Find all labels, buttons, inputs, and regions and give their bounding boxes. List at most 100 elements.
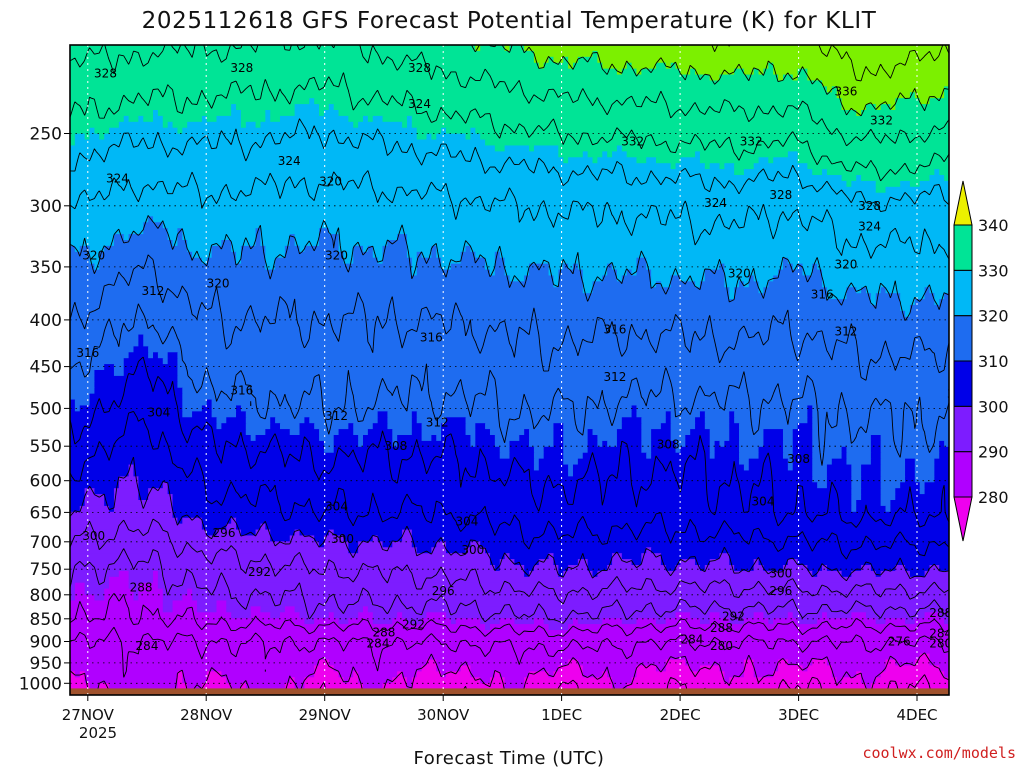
theta-band-cell (353, 671, 359, 678)
theta-band-cell (133, 464, 535, 472)
theta-band-cell (914, 470, 935, 477)
theta-band-cell (431, 245, 437, 253)
theta-band-cell (900, 299, 916, 306)
theta-band-cell (113, 500, 174, 507)
theta-band-cell (504, 263, 530, 271)
theta-band-cell (402, 612, 428, 619)
theta-band-cell (489, 677, 506, 684)
theta-band-cell (924, 612, 940, 619)
theta-band-cell (211, 411, 237, 418)
theta-band-cell (411, 423, 423, 430)
theta-band-cell (533, 464, 540, 472)
theta-band-cell (348, 423, 354, 430)
theta-band-cell (79, 245, 91, 253)
theta-band-cell (812, 570, 818, 578)
theta-band-cell (182, 234, 257, 241)
theta-band-cell (128, 470, 135, 477)
theta-band-cell (177, 364, 949, 371)
theta-band-cell (792, 464, 813, 472)
theta-band-cell (616, 440, 642, 448)
theta-band-cell (70, 559, 491, 566)
theta-band-cell (763, 435, 784, 442)
theta-band-cell (240, 245, 266, 253)
colorbar-segment (953, 224, 973, 271)
theta-band-cell (729, 293, 735, 300)
theta-band-cell (240, 405, 633, 412)
theta-band-cell (84, 677, 179, 684)
theta-band-cell (177, 358, 949, 365)
theta-band-cell (358, 440, 364, 448)
contour-label: 300 (461, 543, 484, 557)
theta-band-cell (255, 121, 262, 129)
theta-band-cell (70, 281, 555, 288)
theta-band-cell (70, 234, 115, 241)
theta-band-cell (734, 417, 808, 424)
theta-band-cell (372, 612, 398, 619)
theta-band-cell (70, 570, 120, 578)
theta-band-cell (426, 659, 437, 667)
theta-band-cell (294, 529, 301, 537)
theta-band-cell (70, 151, 559, 158)
theta-band-cell (70, 612, 232, 619)
theta-band-cell (177, 381, 949, 389)
theta-band-cell (787, 612, 794, 619)
theta-band-cell (748, 275, 755, 282)
theta-band-cell (773, 275, 823, 282)
theta-band-cell (499, 565, 525, 572)
theta-band-cell (812, 417, 949, 424)
theta-band-cell (245, 683, 286, 690)
theta-band-cell (113, 234, 125, 241)
theta-band-cell (153, 576, 159, 584)
theta-band-cell (812, 440, 872, 448)
theta-band-cell (944, 86, 949, 93)
theta-band-cell (84, 588, 105, 596)
theta-band-cell (372, 245, 384, 253)
theta-band-cell (529, 263, 550, 271)
theta-band-cell (328, 104, 335, 111)
theta-band-cell (846, 452, 872, 460)
theta-band-cell (250, 612, 271, 619)
theta-band-cell (177, 240, 188, 247)
theta-band-cell (919, 653, 931, 661)
theta-band-cell (880, 446, 940, 454)
theta-band-cell (709, 618, 730, 625)
theta-band-cell (221, 240, 232, 247)
theta-band-cell (607, 269, 618, 277)
theta-band-cell (861, 565, 872, 572)
theta-band-cell (553, 559, 579, 566)
theta-band-cell (734, 287, 760, 294)
theta-band-cell (748, 464, 789, 472)
theta-band-cell (739, 435, 765, 442)
theta-band-cell (240, 110, 266, 117)
theta-band-cell (70, 180, 848, 188)
theta-band-cell (157, 110, 232, 117)
theta-band-cell (406, 618, 423, 625)
theta-band-cell (841, 175, 857, 182)
theta-band-cell (563, 423, 623, 430)
theta-band-cell (792, 435, 813, 442)
theta-band-cell (143, 222, 164, 229)
theta-band-cell (563, 458, 579, 466)
theta-band-cell (421, 423, 442, 430)
theta-band-cell (153, 115, 164, 123)
theta-band-cell (533, 50, 594, 58)
colorbar: 280 290 300 310 320 330 340 (953, 180, 1009, 542)
theta-band-cell (865, 104, 877, 111)
theta-band-cell (245, 429, 266, 436)
theta-band-cell (70, 624, 486, 631)
theta-band-cell (436, 665, 462, 672)
theta-band-cell (118, 482, 139, 489)
theta-band-cell (822, 612, 828, 619)
theta-band-cell (167, 234, 179, 241)
contour-label: 316 (603, 323, 626, 337)
theta-band-cell (670, 275, 682, 282)
theta-band-cell (880, 470, 906, 477)
theta-band-cell (856, 505, 887, 513)
theta-band-cell (592, 50, 598, 58)
theta-band-cell (695, 281, 701, 288)
theta-band-cell (236, 411, 247, 418)
theta-band-cell (670, 423, 696, 430)
theta-band-cell (695, 417, 706, 424)
theta-band-cell (133, 588, 139, 596)
theta-band-cell (133, 594, 139, 602)
